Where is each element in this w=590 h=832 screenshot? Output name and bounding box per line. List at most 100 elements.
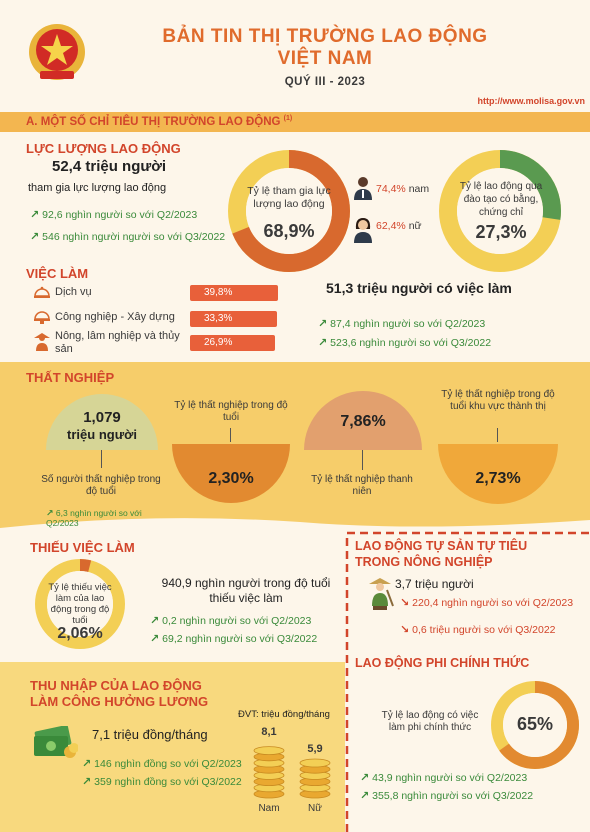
urban-rate-value: 2,73% bbox=[475, 470, 521, 487]
unemployed-count-label: Số người thất nghiệp trong độ tuổi bbox=[41, 474, 161, 497]
self-employed-change-q2-text: 220,4 nghìn người so với Q2/2023 bbox=[412, 597, 574, 609]
informal-change-q3: ↗ 355,8 nghìn người so với Q3/2022 bbox=[360, 789, 533, 802]
female-income-label: Nữ bbox=[308, 803, 322, 814]
female-income-value: 5,9 bbox=[307, 743, 323, 755]
underemployment-arc bbox=[35, 559, 125, 649]
trend-up-icon: ↗ bbox=[318, 318, 328, 330]
youth-rate-value: 7,86% bbox=[340, 413, 386, 430]
agriculture-icon bbox=[33, 333, 51, 353]
trend-down-icon: ↘ bbox=[400, 597, 410, 609]
labor-force-total: 52,4 triệu người bbox=[52, 158, 167, 175]
labor-force-change-q2-text: 92,6 nghìn người so với Q2/2023 bbox=[42, 209, 198, 221]
employment-change-q2-text: 87,4 nghìn người so với Q2/2023 bbox=[330, 318, 486, 330]
informal-change-q2: ↗ 43,9 nghìn người so với Q2/2023 bbox=[360, 771, 527, 784]
trained-label: Tỷ lệ lao động qua đào tạo có bằng, chứn… bbox=[459, 181, 543, 218]
self-employed-count: 3,7 triệu người bbox=[395, 577, 474, 591]
trend-up-icon: ↗ bbox=[82, 776, 92, 788]
underemployment-change-q2-text: 0,2 nghìn người so với Q2/2023 bbox=[162, 615, 312, 627]
female-icon bbox=[352, 217, 374, 243]
female-label: nữ bbox=[408, 220, 422, 232]
sector-label: Công nghiệp - Xây dựng bbox=[55, 311, 175, 323]
underemployment-rate-value: 2,06% bbox=[57, 625, 103, 642]
self-employed-change-q3: ↘ 0,6 triệu người so với Q3/2022 bbox=[400, 623, 556, 636]
money-icon bbox=[30, 725, 79, 760]
sector-bar: 39,8% bbox=[190, 285, 278, 301]
trend-up-icon: ↗ bbox=[46, 508, 54, 518]
self-employed-heading-1: LAO ĐỘNG TỰ SẢN TỰ TIÊU bbox=[355, 539, 528, 553]
self-employed-change-q2: ↘ 220,4 nghìn người so với Q2/2023 bbox=[400, 597, 580, 610]
income-heading: THU NHẬP CỦA LAO ĐỘNG LÀM CÔNG HƯỞNG LƯƠ… bbox=[30, 678, 208, 710]
trend-up-icon: ↗ bbox=[360, 772, 370, 784]
youth-rate-shape bbox=[302, 388, 424, 450]
trained-value: 27,3% bbox=[475, 222, 527, 242]
employment-heading: VIỆC LÀM bbox=[26, 266, 89, 281]
trend-up-icon: ↗ bbox=[82, 758, 92, 770]
employment-change-q2: ↗ 87,4 nghìn người so với Q2/2023 bbox=[318, 317, 485, 330]
female-coin-stack bbox=[297, 758, 333, 800]
labor-force-heading: LỰC LƯỢNG LAO ĐỘNG bbox=[26, 141, 181, 156]
coin bbox=[253, 746, 285, 756]
employed-total: 51,3 triệu người có việc làm bbox=[326, 280, 512, 296]
unemployed-count-unit: triệu người bbox=[67, 427, 137, 442]
income-average: 7,1 triệu đồng/tháng bbox=[92, 727, 208, 742]
income-heading-1: THU NHẬP CỦA LAO ĐỘNG bbox=[30, 678, 202, 693]
unemployment-rate-value: 2,30% bbox=[208, 470, 254, 487]
labor-force-change-q3-text: 546 nghìn người người so với Q3/2022 bbox=[42, 231, 226, 243]
unemployed-count-value: 1,079 bbox=[83, 409, 121, 426]
underemployment-change-q2: ↗ 0,2 nghìn người so với Q2/2023 bbox=[150, 614, 311, 627]
youth-rate-label: Tỷ lệ thất nghiệp thanh niên bbox=[311, 474, 413, 497]
income-heading-2: LÀM CÔNG HƯỞNG LƯƠNG bbox=[30, 694, 209, 709]
underemployment-heading: THIẾU VIỆC LÀM bbox=[30, 540, 135, 555]
informal-arc bbox=[491, 681, 579, 769]
trend-up-icon: ↗ bbox=[360, 790, 370, 802]
male-icon bbox=[352, 176, 374, 200]
service-icon bbox=[33, 284, 51, 300]
unemployed-count-change: ↗ 6,3 nghìn người so với Q2/2023 bbox=[46, 508, 166, 528]
labor-force-change-q3: ↗ 546 nghìn người người so với Q3/2022 bbox=[30, 230, 225, 243]
informal-donut bbox=[490, 680, 580, 770]
unemployment-rate-label: Tỷ lệ thất nghiệp trong độ tuổi bbox=[174, 400, 288, 423]
sector-label: Dịch vụ bbox=[55, 286, 92, 298]
page-subtitle: QUÝ III - 2023 bbox=[284, 76, 366, 88]
section-a-bar bbox=[0, 112, 590, 132]
income-unit: ĐVT: triệu đồng/tháng bbox=[238, 709, 330, 720]
informal-value: 65% bbox=[516, 714, 554, 734]
section-a-label: A. MỘT SỐ CHỈ TIÊU THỊ TRƯỜNG LAO ĐỘNG bbox=[26, 115, 281, 128]
trend-down-icon: ↘ bbox=[400, 624, 410, 636]
female-stat: 62,4% nữ bbox=[376, 220, 422, 232]
source-url[interactable]: http://www.molisa.gov.vn bbox=[477, 96, 585, 106]
informal-change-q3-text: 355,8 nghìn người so với Q3/2022 bbox=[372, 790, 534, 802]
labor-force-change-q2: ↗ 92,6 nghìn người so với Q2/2023 bbox=[30, 208, 197, 221]
self-employed-heading: LAO ĐỘNG TỰ SẢN TỰ TIÊU TRONG NÔNG NGHIỆ… bbox=[355, 538, 527, 570]
participation-label: Tỷ lệ tham gia lực lượng lao động bbox=[247, 185, 331, 210]
sector-bar: 33,3% bbox=[190, 311, 277, 327]
connector-line bbox=[101, 450, 102, 468]
section-a-title: A. MỘT SỐ CHỈ TIÊU THỊ TRƯỜNG LAO ĐỘNG (… bbox=[26, 115, 292, 128]
male-coin-stack bbox=[251, 742, 287, 800]
informal-label: Tỷ lệ lao động có việc làm phi chính thứ… bbox=[381, 710, 479, 733]
male-income-value: 8,1 bbox=[261, 726, 277, 738]
connector-line bbox=[497, 428, 498, 442]
urban-rate-shape bbox=[436, 444, 560, 507]
trend-up-icon: ↗ bbox=[150, 633, 160, 645]
participation-donut bbox=[226, 148, 352, 274]
trend-up-icon: ↗ bbox=[318, 337, 328, 349]
unemployed-count-change-text: 6,3 nghìn người so với Q2/2023 bbox=[46, 508, 142, 528]
income-change-q3: ↗ 359 nghìn đồng so với Q3/2022 bbox=[82, 775, 242, 788]
self-employed-change-q3-text: 0,6 triệu người so với Q3/2022 bbox=[412, 624, 556, 636]
male-stat: 74,4% nam bbox=[376, 183, 429, 195]
participation-arc bbox=[228, 150, 350, 272]
title-line-2: VIỆT NAM bbox=[277, 48, 373, 69]
farmer-icon bbox=[365, 576, 395, 610]
connector-line bbox=[362, 450, 363, 470]
sector-label: Nông, lâm nghiệp và thủy sản bbox=[55, 330, 180, 355]
trend-up-icon: ↗ bbox=[30, 231, 40, 243]
trend-up-icon: ↗ bbox=[150, 615, 160, 627]
underemployment-count: 940,9 nghìn người trong độ tuổi thiếu vi… bbox=[161, 576, 331, 605]
trained-donut bbox=[437, 148, 563, 274]
title-line-1: BẢN TIN THỊ TRƯỜNG LAO ĐỘNG bbox=[162, 26, 488, 47]
informal-change-q2-text: 43,9 nghìn người so với Q2/2023 bbox=[372, 772, 528, 784]
underemployment-rate-label: Tỷ lệ thiếu việc làm của lao động trong … bbox=[48, 582, 112, 626]
trained-arc bbox=[439, 150, 561, 272]
page-title: BẢN TIN THỊ TRƯỜNG LAO ĐỘNG VIỆT NAM bbox=[120, 26, 530, 70]
